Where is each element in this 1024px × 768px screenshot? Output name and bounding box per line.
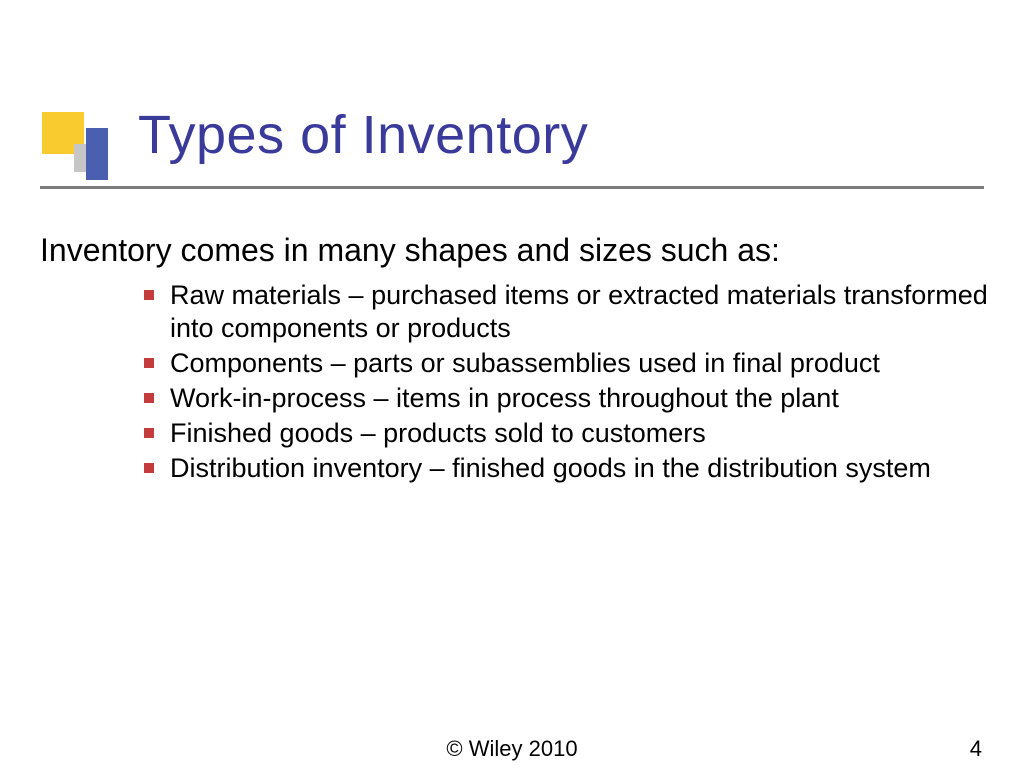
slide-content: Inventory comes in many shapes and sizes… <box>40 232 990 487</box>
list-item: Distribution inventory – finished goods … <box>144 452 990 485</box>
logo-rect-blue <box>86 128 108 180</box>
list-item: Work-in-process – items in process throu… <box>144 382 990 415</box>
title-underline <box>40 186 984 189</box>
logo-block <box>42 112 122 192</box>
list-item: Components – parts or subassemblies used… <box>144 347 990 380</box>
list-item: Finished goods – products sold to custom… <box>144 417 990 450</box>
bullet-list: Raw materials – purchased items or extra… <box>40 279 990 485</box>
copyright-text: © Wiley 2010 <box>0 736 1024 762</box>
slide: Types of Inventory Inventory comes in ma… <box>0 0 1024 768</box>
page-number: 4 <box>970 736 982 762</box>
slide-title: Types of Inventory <box>138 104 588 166</box>
intro-text: Inventory comes in many shapes and sizes… <box>40 232 990 269</box>
list-item: Raw materials – purchased items or extra… <box>144 279 990 345</box>
